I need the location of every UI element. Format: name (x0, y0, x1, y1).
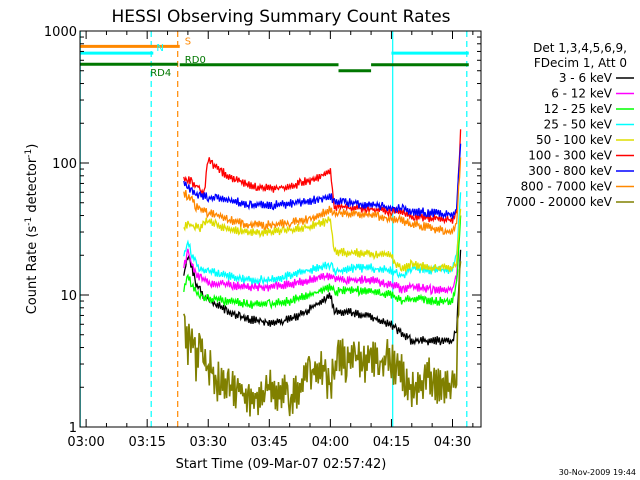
x-tick-label: 04:00 (312, 435, 349, 450)
y-tick-label: 1 (69, 421, 77, 436)
legend-entry-label: 7000 - 20000 keV (505, 195, 612, 209)
x-tick-label: 03:45 (251, 435, 288, 450)
x-tick-label: 04:30 (434, 435, 471, 450)
legend-entry-label: 800 - 7000 keV (521, 180, 613, 194)
legend-entry-label: 25 - 50 keV (544, 118, 613, 132)
series-line (183, 143, 462, 220)
series-line (183, 215, 462, 296)
y-axis-label: Count Rate (s-1 detector-1) (24, 144, 40, 315)
legend-header: FDecim 1, Att 0 (534, 56, 627, 70)
data-series (183, 129, 462, 417)
x-axis-label: Start Time (09-Mar-07 02:57:42) (176, 457, 387, 472)
series-line (183, 129, 462, 225)
y-tick-label: 100 (52, 157, 77, 172)
flag-label: RD4 (150, 68, 171, 79)
legend-entry-label: 50 - 100 keV (536, 133, 613, 147)
series-line (183, 192, 462, 286)
legend: Det 1,3,4,5,6,9,FDecim 1, Att 03 - 6 keV… (505, 41, 634, 209)
plot-frame (79, 30, 482, 428)
legend-entry-label: 300 - 800 keV (528, 164, 612, 178)
x-tick-label: 03:30 (190, 435, 227, 450)
legend-entry-label: 3 - 6 keV (559, 71, 613, 85)
series-line (183, 261, 462, 417)
y-tick-label: 10 (60, 289, 77, 304)
flag-label: S (185, 36, 191, 47)
series-line (183, 215, 462, 310)
legend-entry-label: 12 - 25 keV (544, 102, 613, 116)
legend-entry-label: 6 - 12 keV (551, 87, 613, 101)
x-tick-label: 03:00 (67, 435, 104, 450)
legend-entry-label: 100 - 300 keV (528, 149, 612, 163)
legend-header: Det 1,3,4,5,6,9, (533, 41, 627, 55)
flag-label: N (156, 43, 163, 54)
axes-ticks: 03:00 03:15 03:30 03:45 04:00 04:15 04:30 1 10 10… (44, 25, 481, 450)
chart-title: HESSI Observing Summary Count Rates (111, 7, 450, 27)
x-tick-label: 03:15 (128, 435, 165, 450)
y-tick-label: 1000 (44, 25, 77, 40)
series-line (183, 208, 462, 273)
reference-lines (79, 31, 468, 427)
flag-label: RD0 (185, 55, 206, 66)
series-line (183, 157, 462, 236)
observing-flags: S N RD4 RD0 (80, 36, 469, 79)
footer-timestamp: 30-Nov-2009 19:44 (559, 468, 636, 477)
x-tick-label: 04:15 (373, 435, 410, 450)
series-line (183, 249, 462, 346)
